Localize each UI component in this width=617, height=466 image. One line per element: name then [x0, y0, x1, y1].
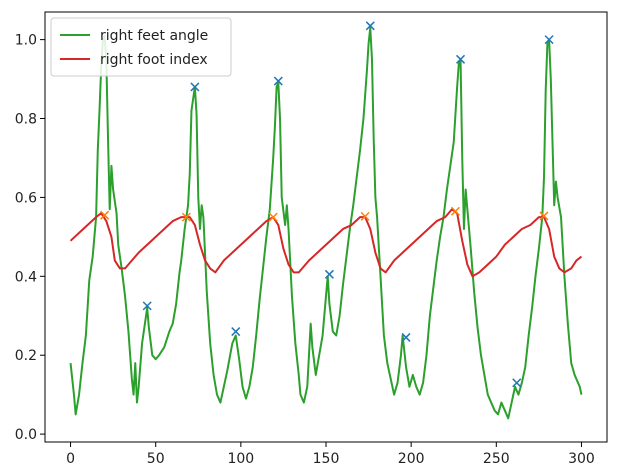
marker-layer: [100, 21, 554, 388]
legend-label-right-foot-index: right foot index: [100, 52, 208, 68]
peak-marker-4: [450, 206, 460, 216]
peak-marker-15: [544, 35, 554, 45]
y-tick-label: 0.6: [15, 190, 37, 206]
y-tick-label: 0.4: [15, 269, 37, 285]
peak-marker-5: [539, 211, 549, 221]
peak-marker-3: [360, 211, 370, 221]
series-layer: [69, 26, 583, 420]
peak-marker-2: [268, 212, 278, 222]
x-tick-label: 150: [313, 451, 340, 466]
peak-marker-6: [142, 301, 152, 311]
peak-marker-13: [456, 54, 466, 64]
x-axis-ticks: 0 50 100 150 200 250 300: [66, 442, 595, 466]
peak-marker-10: [324, 269, 334, 279]
peak-marker-14: [512, 378, 522, 388]
peak-marker-7: [190, 82, 200, 92]
x-tick-label: 250: [483, 451, 510, 466]
peak-marker-8: [231, 327, 241, 337]
y-tick-label: 1.0: [15, 33, 37, 49]
x-tick-label: 100: [227, 451, 254, 466]
y-axis-ticks: 0.0 0.2 0.4 0.6 0.8 1.0: [15, 33, 45, 443]
peak-marker-12: [401, 332, 411, 342]
peak-marker-9: [273, 76, 283, 86]
plot-area: [69, 21, 583, 420]
legend: right feet angle right foot index: [50, 17, 232, 77]
y-tick-label: 0.0: [15, 427, 37, 443]
series-line-right-feet-angle: [69, 26, 583, 420]
legend-label-right-feet-angle: right feet angle: [100, 28, 208, 44]
y-tick-label: 0.8: [15, 112, 37, 128]
legend-box: [50, 17, 232, 77]
x-tick-label: 50: [147, 451, 165, 466]
x-tick-label: 300: [568, 451, 595, 466]
series-line-right-foot-index: [69, 208, 583, 278]
y-tick-label: 0.2: [15, 348, 37, 364]
peak-marker-11: [365, 21, 375, 31]
x-tick-label: 200: [398, 451, 425, 466]
peak-marker-1: [181, 212, 191, 222]
peak-marker-0: [100, 210, 110, 220]
x-tick-label: 0: [66, 451, 75, 466]
